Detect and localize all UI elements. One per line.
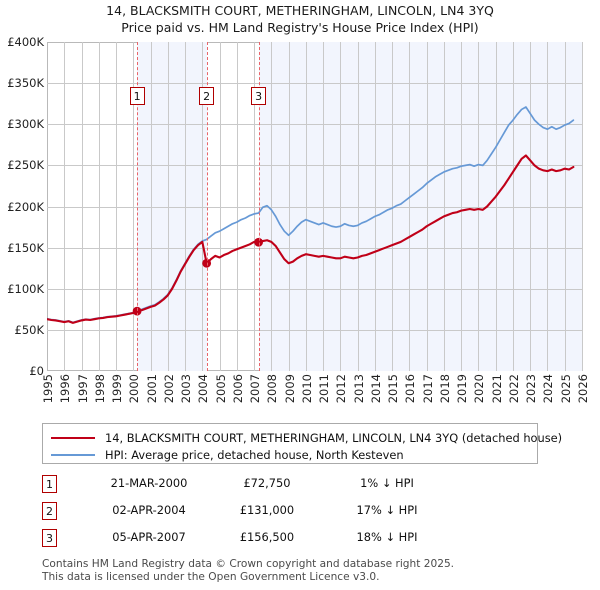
y-tick-label: £200K — [7, 199, 44, 214]
legend-color-swatch — [51, 454, 95, 456]
legend-item: 14, BLACKSMITH COURT, METHERINGHAM, LINC… — [51, 429, 562, 447]
x-tick-label: 2018 — [437, 374, 452, 404]
x-tick-label: 2025 — [558, 374, 573, 404]
horizontal-gridline — [47, 206, 582, 208]
sale-price-cell: £156,500 — [239, 530, 295, 544]
chart-title-block: 14, BLACKSMITH COURT, METHERINGHAM, LINC… — [0, 2, 600, 36]
sale-price-cell: £131,000 — [239, 503, 295, 517]
x-tick-label: 2016 — [403, 374, 418, 404]
horizontal-gridline — [47, 247, 582, 249]
horizontal-gridline — [47, 329, 582, 331]
table-row[interactable]: 3 05-APR-2007 £156,500 18% ↓ HPI — [42, 526, 502, 553]
sale-date-cell: 02-APR-2004 — [112, 503, 186, 517]
vertical-gridline — [582, 42, 583, 371]
x-tick-label: 2024 — [541, 374, 556, 404]
x-tick-label: 2012 — [334, 374, 349, 404]
legend-label: HPI: Average price, detached house, Nort… — [105, 448, 404, 462]
sale-date-cell: 21-MAR-2000 — [110, 476, 188, 490]
x-tick-label: 2008 — [265, 374, 280, 404]
x-tick-label: 2005 — [213, 374, 228, 404]
footer-line1: Contains HM Land Registry data © Crown c… — [42, 558, 455, 570]
chart-legend: 14, BLACKSMITH COURT, METHERINGHAM, LINC… — [42, 423, 562, 464]
x-axis-labels: 1995 1996 1997 1998 1999 2000 2001 2002 2003 2004… — [41, 374, 590, 414]
x-tick-label: 2019 — [455, 374, 470, 404]
x-tick-label: 2002 — [161, 374, 176, 404]
x-tick-label: 1998 — [92, 374, 107, 404]
x-tick-label: 2021 — [489, 374, 504, 404]
horizontal-gridline — [47, 83, 582, 85]
sale-marker-line — [258, 42, 260, 371]
sale-hpi-delta-cell: 17% ↓ HPI — [356, 503, 418, 517]
x-tick-label: 2022 — [506, 374, 521, 404]
sale-marker-line — [137, 42, 139, 371]
y-tick-label: £400K — [7, 35, 44, 49]
x-tick-label: 2020 — [472, 374, 487, 404]
chart-series-svg — [47, 106, 575, 324]
x-tick-label: 1996 — [58, 374, 73, 404]
x-tick-label: 1999 — [110, 374, 125, 404]
sale-marker-badge[interactable]: 1 — [129, 87, 145, 105]
price-paid-line — [47, 154, 575, 324]
x-tick-label: 2001 — [144, 374, 159, 404]
x-tick-label: 2000 — [127, 374, 142, 404]
y-tick-label: £50K — [14, 322, 45, 337]
chart-title-line1: 14, BLACKSMITH COURT, METHERINGHAM, LINC… — [106, 3, 494, 18]
legend-color-swatch — [51, 437, 95, 439]
y-tick-label: £350K — [7, 76, 44, 91]
x-tick-label: 2026 — [576, 374, 590, 404]
x-tick-label: 2004 — [196, 374, 211, 404]
x-tick-label: 1995 — [41, 374, 55, 404]
x-tick-label: 2007 — [248, 374, 263, 404]
x-tick-label: 2011 — [317, 374, 332, 404]
horizontal-gridline — [47, 288, 582, 290]
x-tick-label: 2009 — [282, 374, 297, 404]
horizontal-gridline — [47, 165, 582, 167]
chart-title-line2: Price paid vs. HM Land Registry's House … — [121, 20, 479, 35]
x-tick-label: 2006 — [230, 374, 245, 404]
sale-marker-badge[interactable]: 2 — [199, 87, 215, 105]
y-tick-label: £250K — [7, 158, 44, 173]
footer-line2: This data is licensed under the Open Gov… — [42, 570, 380, 583]
footer-attribution: Contains HM Land Registry data © Crown c… — [42, 558, 562, 583]
x-tick-label: 2015 — [386, 374, 401, 404]
sale-date-cell: 05-APR-2007 — [112, 530, 186, 544]
hpi-average-line — [47, 106, 575, 324]
sales-history-table: 1 21-MAR-2000 £72,750 1% ↓ HPI 2 02-APR-2004 £… — [42, 472, 502, 553]
sale-marker-line — [206, 42, 208, 371]
sale-hpi-delta-cell: 1% ↓ HPI — [360, 476, 414, 490]
sale-index-badge: 3 — [42, 529, 57, 547]
y-axis-labels: £0 £50K £100K £150K £200K £250K £300K £350K £400… — [0, 35, 45, 378]
x-tick-label: 2013 — [351, 374, 366, 404]
horizontal-gridline — [47, 124, 582, 126]
sale-index-badge: 1 — [42, 475, 57, 493]
table-row[interactable]: 1 21-MAR-2000 £72,750 1% ↓ HPI — [42, 472, 502, 499]
x-tick-label: 2017 — [420, 374, 435, 404]
x-tick-label: 2023 — [524, 374, 539, 404]
sale-index-badge: 2 — [42, 502, 57, 520]
y-tick-label: £150K — [7, 240, 44, 255]
x-tick-label: 2014 — [368, 374, 383, 404]
sale-hpi-delta-cell: 18% ↓ HPI — [356, 530, 418, 544]
y-tick-label: £0 — [29, 364, 44, 378]
y-tick-label: £300K — [7, 117, 44, 132]
table-row[interactable]: 2 02-APR-2004 £131,000 17% ↓ HPI — [42, 499, 502, 526]
x-tick-label: 2003 — [179, 374, 194, 404]
legend-label: 14, BLACKSMITH COURT, METHERINGHAM, LINC… — [105, 431, 563, 445]
sale-marker-badge[interactable]: 3 — [251, 87, 267, 105]
y-tick-label: £100K — [7, 281, 44, 296]
x-tick-label: 1997 — [75, 374, 90, 404]
chart-plot-area: 1 2 3 — [47, 42, 583, 371]
legend-item: HPI: Average price, detached house, Nort… — [51, 446, 404, 464]
x-tick-label: 2010 — [299, 374, 314, 404]
sale-price-cell: £72,750 — [243, 476, 291, 490]
